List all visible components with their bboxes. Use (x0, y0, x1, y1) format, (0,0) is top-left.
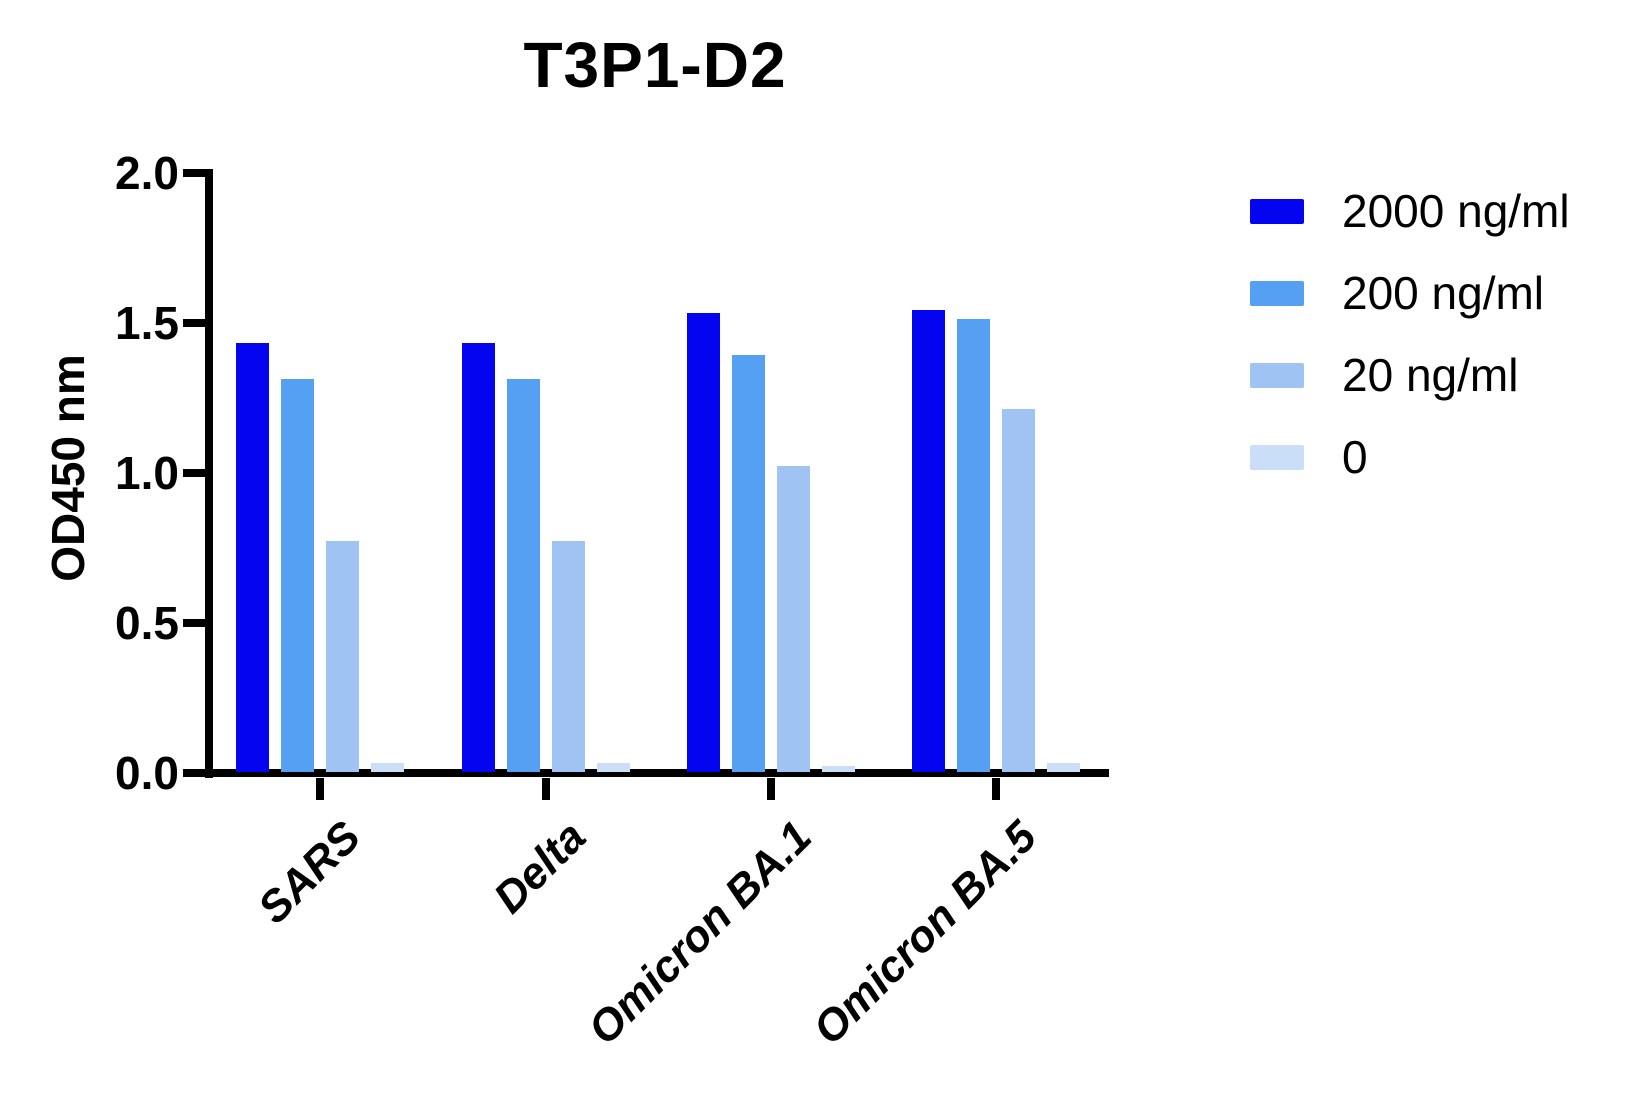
y-tick-label-1-0: 1.0 (115, 447, 179, 499)
legend-label-0: 0 (1342, 431, 1368, 483)
legend-item-2000-ng-ml: 2000 ng/ml (1250, 185, 1570, 237)
x-tick-mark (542, 778, 550, 800)
bar-omicron-ba-1-20-ng-ml (777, 466, 810, 772)
legend-swatch-200-ng-ml (1250, 280, 1304, 306)
legend-item-20-ng-ml: 20 ng/ml (1250, 349, 1570, 401)
chart-title: T3P1-D2 (523, 29, 787, 101)
legend-swatch-0 (1250, 444, 1304, 470)
bar-delta-0 (597, 763, 630, 772)
x-axis-label-omicron-ba-5: Omicron BA.5 (803, 812, 1046, 1055)
x-axis-label-delta: Delta (484, 812, 596, 923)
y-tick-mark (183, 769, 205, 777)
y-tick-mark (183, 319, 205, 327)
bar-sars-20-ng-ml (326, 541, 359, 772)
bar-omicron-ba-1-200-ng-ml (732, 355, 765, 772)
bar-sars-200-ng-ml (281, 379, 314, 772)
bar-delta-20-ng-ml (552, 541, 585, 772)
legend-item-0: 0 (1250, 431, 1570, 483)
legend-label-2000-ng-ml: 2000 ng/ml (1342, 185, 1570, 237)
y-tick-label-0-0: 0.0 (115, 747, 179, 799)
y-tick-mark (183, 169, 205, 177)
bar-sars-0 (371, 763, 404, 772)
bar-omicron-ba-5-2000-ng-ml (912, 310, 945, 772)
legend-swatch-20-ng-ml (1250, 362, 1304, 388)
y-tick-mark (183, 469, 205, 477)
x-axis-label-omicron-ba-1: Omicron BA.1 (578, 812, 821, 1055)
bar-delta-200-ng-ml (507, 379, 540, 772)
legend-label-200-ng-ml: 200 ng/ml (1342, 267, 1545, 319)
x-tick-mark (316, 778, 324, 800)
y-tick-label-0-5: 0.5 (115, 597, 179, 649)
bar-omicron-ba-5-200-ng-ml (957, 319, 990, 772)
bar-omicron-ba-5-20-ng-ml (1002, 409, 1035, 772)
bar-delta-2000-ng-ml (462, 343, 495, 772)
x-tick-mark (992, 778, 1000, 800)
bar-omicron-ba-1-0 (822, 766, 855, 772)
bar-omicron-ba-1-2000-ng-ml (687, 313, 720, 772)
y-tick-label-1-5: 1.5 (115, 297, 179, 349)
x-axis-label-sars: SARS (248, 812, 370, 934)
y-tick-mark (183, 619, 205, 627)
x-tick-mark (767, 778, 775, 800)
legend-swatch-2000-ng-ml (1250, 198, 1304, 224)
bar-sars-2000-ng-ml (236, 343, 269, 772)
legend-label-20-ng-ml: 20 ng/ml (1342, 349, 1519, 401)
y-tick-label-2-0: 2.0 (115, 147, 179, 199)
legend: 2000 ng/ml 200 ng/ml 20 ng/ml 0 (1250, 185, 1570, 526)
y-axis-line (205, 169, 213, 778)
bar-omicron-ba-5-0 (1047, 763, 1080, 772)
legend-item-200-ng-ml: 200 ng/ml (1250, 267, 1570, 319)
x-axis-line (205, 769, 1109, 777)
